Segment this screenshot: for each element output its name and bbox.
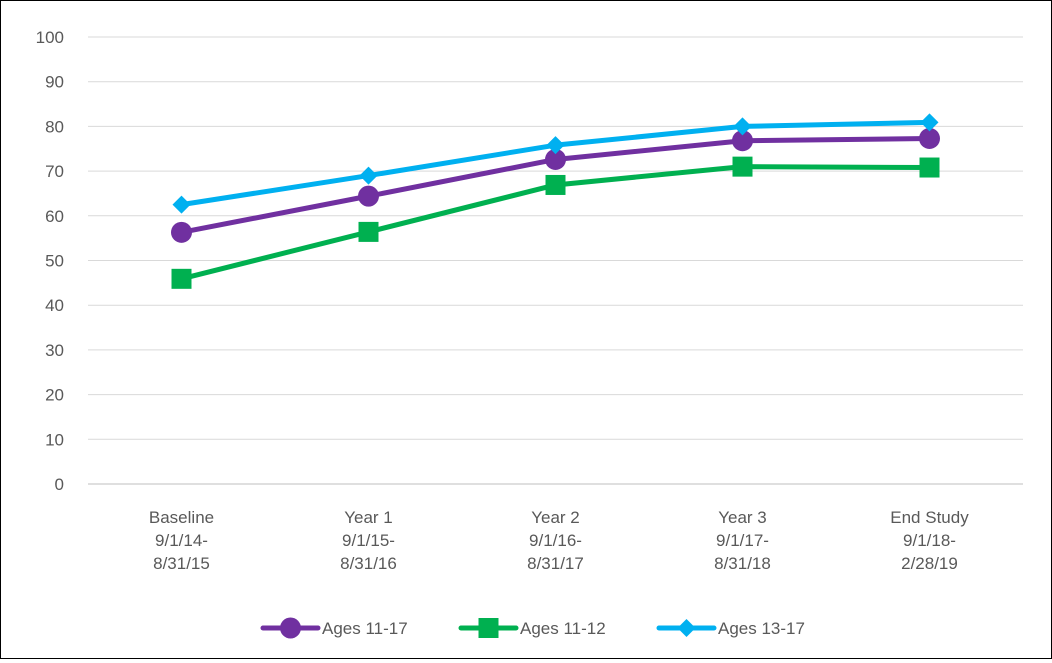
data-point	[171, 268, 192, 289]
y-tick-label: 30	[45, 341, 64, 360]
data-point	[733, 117, 752, 136]
y-tick-label: 100	[36, 28, 64, 47]
series-lines	[171, 113, 940, 289]
x-tick-label-line: 8/31/18	[714, 554, 771, 573]
y-tick-label: 80	[45, 117, 64, 136]
x-tick-label-line: 8/31/17	[527, 554, 584, 573]
y-tick-label: 0	[55, 475, 64, 494]
x-tick-label: Baseline 9/1/14- 8/31/15	[149, 508, 214, 573]
legend-item: Ages 11-12	[458, 618, 606, 638]
x-tick-label-line: 8/31/15	[153, 554, 210, 573]
series-ages-11-12	[171, 156, 940, 289]
x-tick-label: Year 2 9/1/16- 8/31/17	[527, 508, 584, 573]
x-tick-label: Year 3 9/1/17- 8/31/18	[714, 508, 771, 573]
x-tick-label-line: Year 2	[531, 508, 580, 527]
x-tick-label-line: 9/1/18-	[903, 531, 956, 550]
legend-label: Ages 13-17	[718, 619, 805, 638]
data-point	[171, 221, 192, 243]
x-tick-label-line: Year 3	[718, 508, 767, 527]
x-tick-label: Year 1 9/1/15- 8/31/16	[340, 508, 397, 573]
data-point	[732, 156, 753, 177]
x-tick-label: End Study 9/1/18- 2/28/19	[890, 508, 969, 573]
y-tick-label: 20	[45, 386, 64, 405]
data-point	[545, 148, 566, 170]
legend-label: Ages 11-17	[322, 619, 408, 638]
x-tick-label-line: Baseline	[149, 508, 214, 527]
y-tick-label: 90	[45, 73, 64, 92]
legend-label: Ages 11-12	[520, 619, 606, 638]
legend-item: Ages 13-17	[656, 619, 805, 638]
y-tick-label: 40	[45, 296, 64, 315]
x-tick-label-line: 9/1/16-	[529, 531, 582, 550]
x-tick-label-line: Year 1	[344, 508, 393, 527]
x-tick-label-line: End Study	[890, 508, 969, 527]
series-ages-11-17	[171, 127, 940, 243]
data-point	[919, 157, 940, 178]
data-point	[546, 136, 565, 155]
x-tick-label-line: 2/28/19	[901, 554, 958, 573]
x-tick-label-line: 8/31/16	[340, 554, 397, 573]
data-point	[732, 130, 753, 152]
legend-marker	[478, 618, 499, 638]
series-ages-13-17	[172, 113, 939, 214]
x-axis-category-labels: Baseline 9/1/14- 8/31/15 Year 1 9/1/15- 8/31/…	[149, 508, 969, 573]
legend-item: Ages 11-17	[260, 617, 408, 639]
data-point	[545, 174, 566, 195]
legend-marker	[280, 617, 301, 639]
y-tick-label: 60	[45, 207, 64, 226]
y-tick-label: 10	[45, 430, 64, 449]
data-point	[358, 221, 379, 242]
x-tick-label-line: 9/1/15-	[342, 531, 395, 550]
gridlines	[88, 36, 1023, 485]
data-point	[919, 127, 940, 149]
y-axis-tick-labels: 0 10 20 30 40 50 60 70 80 90 100	[36, 28, 64, 494]
legend-marker	[677, 619, 696, 637]
x-tick-label-line: 9/1/14-	[155, 531, 208, 550]
y-tick-label: 70	[45, 162, 64, 181]
data-point	[172, 195, 191, 214]
x-tick-label-line: 9/1/17-	[716, 531, 769, 550]
y-tick-label: 50	[45, 252, 64, 271]
data-point	[358, 185, 379, 207]
data-point	[359, 166, 378, 185]
legend: Ages 11-17 Ages 11-12 Ages 13-17	[260, 617, 805, 639]
data-point	[920, 113, 939, 132]
